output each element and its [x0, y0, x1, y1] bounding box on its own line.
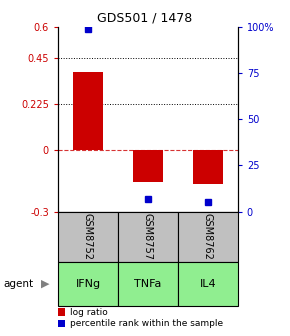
Text: GSM8757: GSM8757: [143, 213, 153, 260]
Bar: [73, 72, 103, 150]
Text: GSM8752: GSM8752: [83, 213, 93, 260]
Text: IFNg: IFNg: [75, 279, 101, 289]
Text: IL4: IL4: [200, 279, 216, 289]
Bar: [58, 212, 118, 262]
Bar: [178, 262, 238, 306]
Bar: [118, 212, 178, 262]
Text: GDS501 / 1478: GDS501 / 1478: [97, 12, 193, 25]
Text: GSM8762: GSM8762: [203, 213, 213, 260]
Text: ▶: ▶: [41, 279, 49, 289]
Bar: [58, 262, 118, 306]
Text: percentile rank within the sample: percentile rank within the sample: [70, 319, 223, 328]
Text: log ratio: log ratio: [70, 308, 107, 317]
Bar: [178, 212, 238, 262]
Text: TNFa: TNFa: [134, 279, 162, 289]
Bar: [118, 262, 178, 306]
Bar: [193, 150, 223, 184]
Text: agent: agent: [3, 279, 33, 289]
Bar: [133, 150, 163, 182]
